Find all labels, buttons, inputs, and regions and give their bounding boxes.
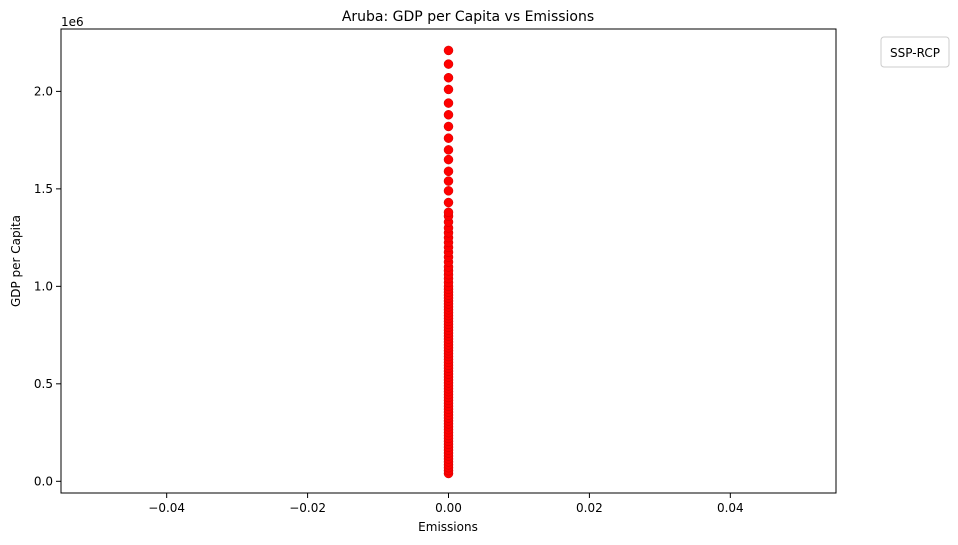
data-point: [443, 176, 454, 186]
x-axis-ticks: −0.04 −0.02 0.00 0.02 0.04: [148, 493, 744, 515]
data-point: [443, 59, 454, 69]
data-point: [443, 110, 454, 120]
data-point: [443, 145, 454, 155]
data-point: [443, 98, 454, 108]
legend-title: SSP-RCP: [890, 46, 940, 60]
y-tick-label: 0.0: [34, 474, 53, 488]
y-tick-label: 0.5: [34, 377, 53, 391]
x-tick-label: 0.02: [576, 501, 603, 515]
y-tick-label: 2.0: [34, 84, 53, 98]
data-point: [443, 166, 454, 177]
data-point: [443, 121, 454, 132]
y-axis-ticks: 0.0 0.5 1.0 1.5 2.0: [34, 84, 61, 488]
data-point: [443, 133, 454, 143]
y-axis-label: GDP per Capita: [9, 215, 23, 307]
points-layer: [443, 45, 454, 479]
x-tick-label: −0.02: [289, 501, 326, 515]
data-point: [443, 45, 454, 56]
legend-box: [880, 36, 950, 68]
x-axis-label: Emissions: [418, 520, 478, 534]
data-point: [443, 197, 454, 208]
data-point: [443, 207, 454, 218]
y-tick-label: 1.5: [34, 182, 53, 196]
x-tick-label: 0.04: [717, 501, 744, 515]
data-point: [443, 154, 454, 165]
data-point: [443, 84, 454, 95]
data-point: [443, 186, 454, 196]
x-tick-label: −0.04: [148, 501, 185, 515]
x-tick-label: 0.00: [435, 501, 462, 515]
chart-title: Aruba: GDP per Capita vs Emissions: [342, 9, 594, 25]
data-point: [443, 72, 454, 83]
y-axis-offset-label: 1e6: [61, 15, 84, 29]
legend: SSP-RCP: [880, 36, 950, 68]
y-tick-label: 1.0: [34, 279, 53, 293]
